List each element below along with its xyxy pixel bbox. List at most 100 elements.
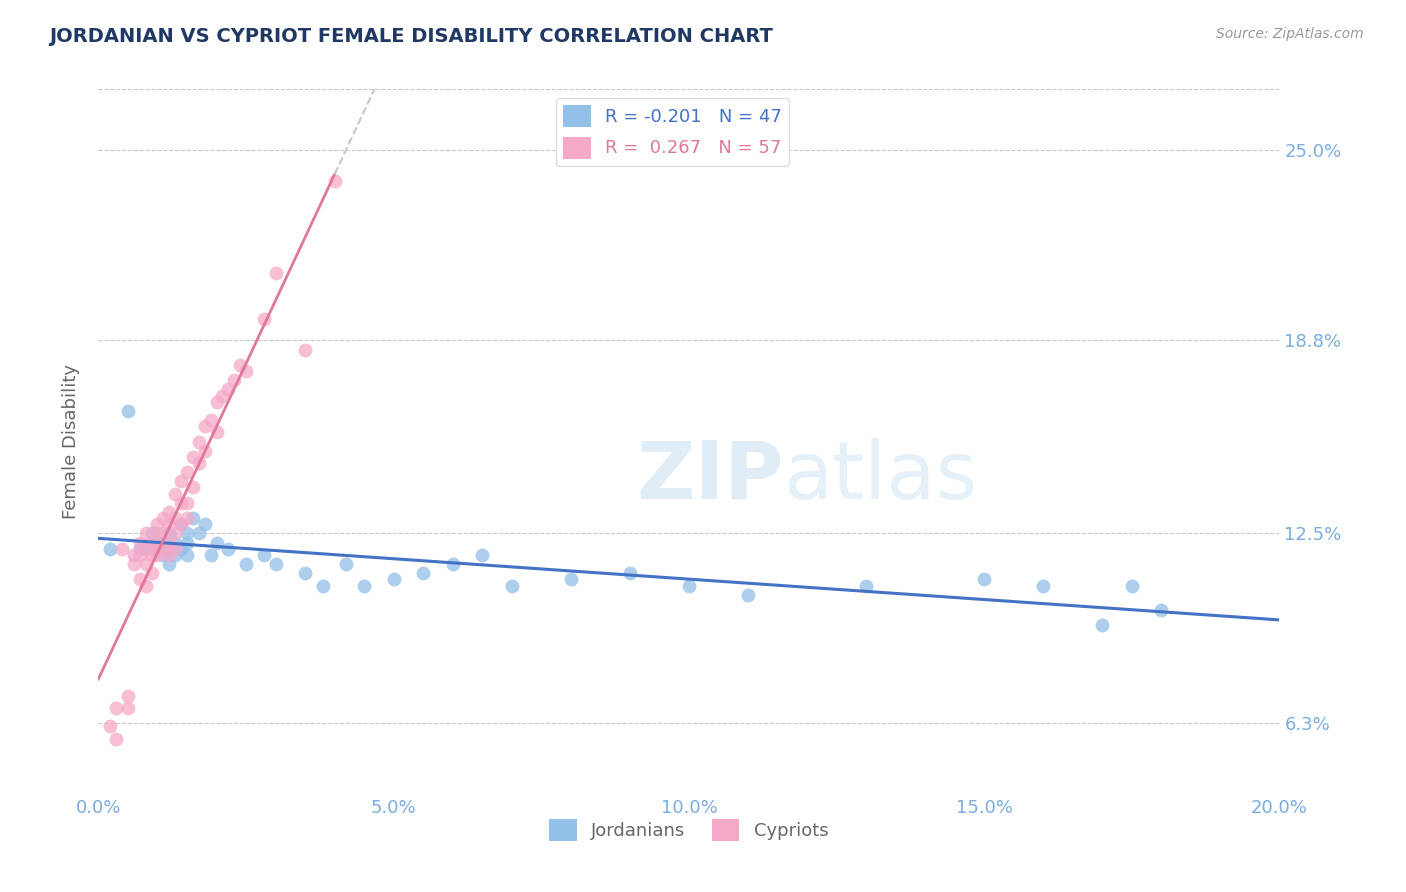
Point bbox=[157, 541, 180, 556]
Point bbox=[200, 413, 222, 427]
Point bbox=[98, 541, 121, 556]
Text: JORDANIAN VS CYPRIOT FEMALE DISABILITY CORRELATION CHART: JORDANIAN VS CYPRIOT FEMALE DISABILITY C… bbox=[49, 27, 773, 45]
Point bbox=[128, 573, 150, 587]
Point bbox=[122, 557, 145, 571]
Point bbox=[157, 505, 180, 519]
Point bbox=[294, 343, 316, 357]
Point bbox=[205, 425, 228, 440]
Point bbox=[353, 578, 375, 592]
Point bbox=[181, 481, 204, 495]
Point bbox=[111, 541, 134, 556]
Point bbox=[176, 496, 198, 510]
Point bbox=[117, 701, 139, 715]
Point bbox=[152, 526, 174, 541]
Point bbox=[165, 511, 187, 525]
Point bbox=[224, 373, 246, 387]
Point bbox=[165, 486, 187, 500]
Point bbox=[105, 731, 128, 746]
Point bbox=[157, 517, 180, 532]
Point bbox=[146, 535, 169, 549]
Point bbox=[1121, 578, 1143, 592]
Point bbox=[146, 541, 169, 556]
Point bbox=[312, 578, 335, 592]
Point bbox=[441, 557, 464, 571]
Point bbox=[141, 548, 163, 562]
Point bbox=[105, 701, 128, 715]
Point bbox=[170, 475, 193, 489]
Point bbox=[157, 548, 180, 562]
Point bbox=[501, 578, 523, 592]
Point bbox=[211, 388, 233, 402]
Point bbox=[412, 566, 434, 581]
Point bbox=[176, 511, 198, 525]
Point bbox=[135, 541, 157, 556]
Point bbox=[264, 266, 287, 280]
Point bbox=[253, 312, 276, 326]
Point bbox=[146, 541, 169, 556]
Point bbox=[176, 526, 198, 541]
Point bbox=[217, 383, 239, 397]
Point bbox=[141, 526, 163, 541]
Point bbox=[170, 541, 193, 556]
Point bbox=[152, 541, 174, 556]
Point bbox=[205, 535, 228, 549]
Point bbox=[170, 517, 193, 532]
Point bbox=[165, 541, 187, 556]
Point bbox=[135, 557, 157, 571]
Point bbox=[1091, 618, 1114, 632]
Point bbox=[382, 573, 405, 587]
Point bbox=[146, 548, 169, 562]
Point bbox=[235, 557, 257, 571]
Point bbox=[176, 535, 198, 549]
Point bbox=[560, 573, 582, 587]
Point bbox=[200, 548, 222, 562]
Point bbox=[973, 573, 995, 587]
Point bbox=[194, 419, 217, 434]
Point bbox=[165, 526, 187, 541]
Point bbox=[135, 526, 157, 541]
Point bbox=[117, 404, 139, 418]
Text: atlas: atlas bbox=[783, 438, 977, 516]
Point bbox=[128, 535, 150, 549]
Point bbox=[471, 548, 494, 562]
Point bbox=[194, 443, 217, 458]
Point bbox=[187, 526, 209, 541]
Point bbox=[181, 450, 204, 464]
Point bbox=[98, 719, 121, 733]
Legend: Jordanians, Cypriots: Jordanians, Cypriots bbox=[543, 812, 835, 848]
Point bbox=[187, 456, 209, 470]
Point bbox=[176, 465, 198, 479]
Point bbox=[117, 689, 139, 703]
Point bbox=[205, 394, 228, 409]
Point bbox=[737, 588, 759, 602]
Point bbox=[194, 517, 217, 532]
Point bbox=[170, 517, 193, 532]
Point bbox=[135, 541, 157, 556]
Point bbox=[294, 566, 316, 581]
Point bbox=[1150, 603, 1173, 617]
Point bbox=[181, 511, 204, 525]
Point bbox=[122, 548, 145, 562]
Point bbox=[146, 526, 169, 541]
Point bbox=[323, 174, 346, 188]
Point bbox=[157, 526, 180, 541]
Point bbox=[187, 434, 209, 449]
Point bbox=[146, 517, 169, 532]
Point bbox=[165, 548, 187, 562]
Point bbox=[253, 548, 276, 562]
Point bbox=[152, 511, 174, 525]
Text: ZIP: ZIP bbox=[636, 438, 783, 516]
Point bbox=[619, 566, 641, 581]
Point bbox=[235, 364, 257, 378]
Y-axis label: Female Disability: Female Disability bbox=[62, 364, 80, 519]
Point bbox=[176, 548, 198, 562]
Point bbox=[128, 548, 150, 562]
Point bbox=[855, 578, 877, 592]
Point bbox=[1032, 578, 1054, 592]
Point bbox=[128, 541, 150, 556]
Point bbox=[157, 535, 180, 549]
Point bbox=[217, 541, 239, 556]
Point bbox=[165, 535, 187, 549]
Point bbox=[170, 496, 193, 510]
Point bbox=[229, 358, 252, 372]
